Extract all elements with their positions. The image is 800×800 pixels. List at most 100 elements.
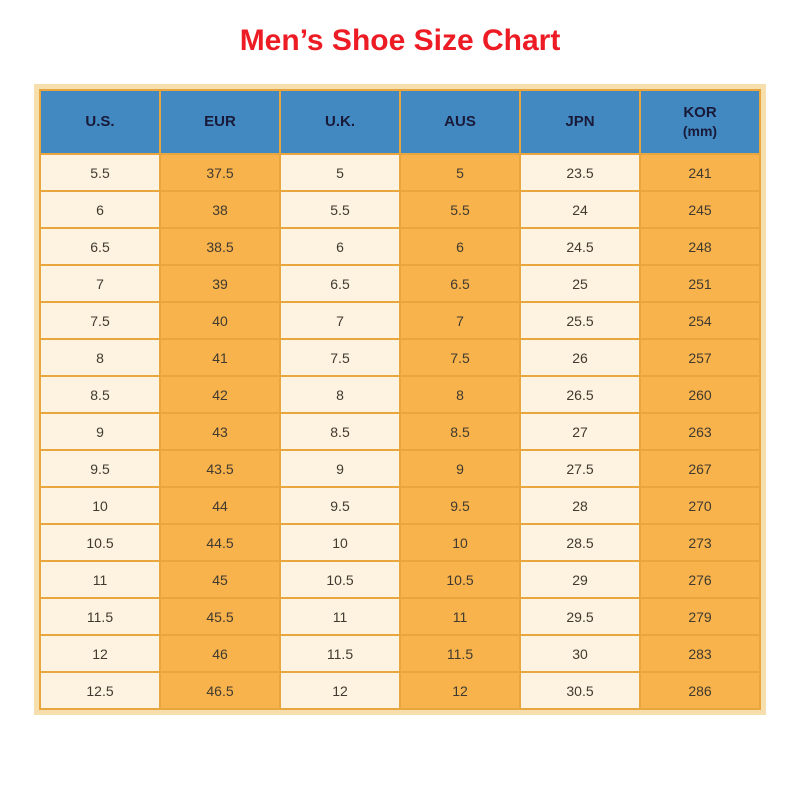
size-cell: 44	[159, 486, 281, 525]
size-cell: 9.5	[279, 486, 401, 525]
size-cell: 11	[39, 560, 161, 599]
size-cell: 9.5	[39, 449, 161, 488]
table-row: 11.5 45.5 11 11 29.5 279	[39, 597, 761, 636]
size-cell: 260	[639, 375, 761, 414]
size-chart-table: U.S. EUR U.K. AUS JPN KOR	[39, 89, 761, 710]
size-cell: 11	[279, 597, 401, 636]
size-cell: 6	[279, 227, 401, 266]
size-cell: 10	[399, 523, 521, 562]
header-cell-us: U.S.	[39, 89, 161, 155]
size-cell: 12	[279, 671, 401, 710]
size-cell: 38	[159, 190, 281, 229]
size-cell: 10	[279, 523, 401, 562]
size-cell: 42	[159, 375, 281, 414]
size-cell: 10.5	[39, 523, 161, 562]
size-cell: 263	[639, 412, 761, 451]
size-cell: 8	[399, 375, 521, 414]
page-title: Men’s Shoe Size Chart	[239, 24, 561, 57]
size-cell: 9.5	[399, 486, 521, 525]
table-row: 9.5 43.5 9 9 27.5 267	[39, 449, 761, 488]
table-row: 12.5 46.5 12 12 30.5 286	[39, 671, 761, 710]
size-cell: 45.5	[159, 597, 281, 636]
size-chart-table-wrapper: U.S. EUR U.K. AUS JPN KOR	[34, 84, 766, 715]
size-cell: 24	[519, 190, 641, 229]
size-table-body: 5.5 37.5 5 5 23.5 241 6 38 5.5 5.5 24 245 6.5 38.5 6 6 2…	[39, 153, 761, 710]
size-cell: 44.5	[159, 523, 281, 562]
size-cell: 10	[39, 486, 161, 525]
header-cell-uk: U.K.	[279, 89, 401, 155]
size-cell: 279	[639, 597, 761, 636]
size-cell: 5	[279, 153, 401, 192]
table-row: 10.5 44.5 10 10 28.5 273	[39, 523, 761, 562]
size-cell: 270	[639, 486, 761, 525]
size-cell: 40	[159, 301, 281, 340]
size-cell: 12	[399, 671, 521, 710]
size-cell: 251	[639, 264, 761, 303]
size-cell: 273	[639, 523, 761, 562]
page: Men’s Shoe Size Chart U.S. EUR U.K. AUS	[0, 24, 800, 715]
size-cell: 6.5	[279, 264, 401, 303]
size-cell: 245	[639, 190, 761, 229]
size-cell: 8	[279, 375, 401, 414]
size-cell: 12.5	[39, 671, 161, 710]
size-cell: 283	[639, 634, 761, 673]
size-cell: 9	[279, 449, 401, 488]
size-cell: 41	[159, 338, 281, 377]
header-label-aus: AUS	[444, 112, 476, 130]
size-cell: 6.5	[399, 264, 521, 303]
header-cell-kor: KOR (mm)	[639, 89, 761, 155]
size-cell: 24.5	[519, 227, 641, 266]
size-cell: 29	[519, 560, 641, 599]
header-label-kor-unit: (mm)	[682, 123, 718, 140]
size-cell: 38.5	[159, 227, 281, 266]
header-label-jpn: JPN	[565, 112, 595, 130]
size-cell: 9	[399, 449, 521, 488]
header-cell-jpn: JPN	[519, 89, 641, 155]
size-cell: 8.5	[399, 412, 521, 451]
size-cell: 27	[519, 412, 641, 451]
header-cell-eur: EUR	[159, 89, 281, 155]
size-cell: 7	[279, 301, 401, 340]
size-cell: 25	[519, 264, 641, 303]
size-cell: 46.5	[159, 671, 281, 710]
size-cell: 26.5	[519, 375, 641, 414]
table-row: 8.5 42 8 8 26.5 260	[39, 375, 761, 414]
size-cell: 43.5	[159, 449, 281, 488]
size-cell: 6	[399, 227, 521, 266]
table-row: 8 41 7.5 7.5 26 257	[39, 338, 761, 377]
size-cell: 10.5	[279, 560, 401, 599]
size-cell: 10.5	[399, 560, 521, 599]
size-cell: 6.5	[39, 227, 161, 266]
size-cell: 46	[159, 634, 281, 673]
size-cell: 28	[519, 486, 641, 525]
size-cell: 5.5	[39, 153, 161, 192]
size-cell: 8.5	[279, 412, 401, 451]
table-row: 6.5 38.5 6 6 24.5 248	[39, 227, 761, 266]
table-row: 5.5 37.5 5 5 23.5 241	[39, 153, 761, 192]
size-cell: 5.5	[279, 190, 401, 229]
size-cell: 7	[399, 301, 521, 340]
size-cell: 241	[639, 153, 761, 192]
size-cell: 11	[399, 597, 521, 636]
size-cell: 248	[639, 227, 761, 266]
size-cell: 8.5	[39, 375, 161, 414]
size-cell: 43	[159, 412, 281, 451]
size-cell: 254	[639, 301, 761, 340]
size-cell: 30.5	[519, 671, 641, 710]
size-cell: 5.5	[399, 190, 521, 229]
size-cell: 7.5	[279, 338, 401, 377]
header-label-us: U.S.	[85, 112, 115, 130]
table-row: 6 38 5.5 5.5 24 245	[39, 190, 761, 229]
header-label-uk: U.K.	[325, 112, 355, 130]
size-cell: 28.5	[519, 523, 641, 562]
size-cell: 30	[519, 634, 641, 673]
size-cell: 7	[39, 264, 161, 303]
size-cell: 11.5	[279, 634, 401, 673]
table-row: 7 39 6.5 6.5 25 251	[39, 264, 761, 303]
size-cell: 27.5	[519, 449, 641, 488]
size-cell: 39	[159, 264, 281, 303]
size-cell: 12	[39, 634, 161, 673]
table-row: 11 45 10.5 10.5 29 276	[39, 560, 761, 599]
size-cell: 11.5	[39, 597, 161, 636]
size-cell: 23.5	[519, 153, 641, 192]
